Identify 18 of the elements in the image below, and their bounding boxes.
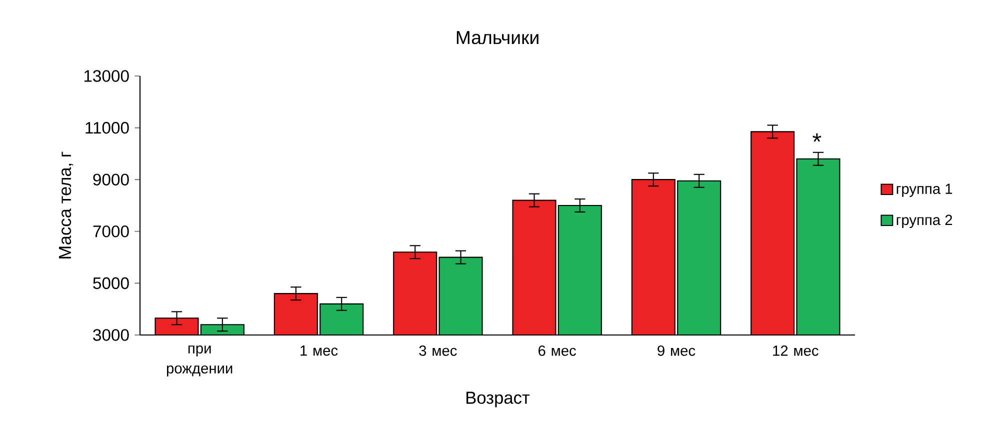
y-tick-label: 3000 bbox=[93, 329, 129, 341]
annotation: * bbox=[812, 133, 822, 142]
x-tick-label: 6 мес bbox=[538, 345, 576, 356]
y-tick-label: 13000 bbox=[84, 70, 129, 82]
x-tick-label: при рождении bbox=[166, 345, 232, 376]
x-tick-label: 9 мес bbox=[658, 345, 696, 356]
y-axis-title: Масса тела, г bbox=[58, 152, 74, 258]
legend-label: группа 2 bbox=[896, 214, 952, 228]
y-tick-label: 5000 bbox=[93, 277, 129, 290]
y-tick-label: 9000 bbox=[93, 174, 129, 186]
x-tick-label: 12 мес bbox=[773, 345, 818, 356]
y-tick-label: 11000 bbox=[86, 122, 129, 134]
x-axis-title: Возраст bbox=[466, 392, 530, 408]
y-tick-label: 7000 bbox=[93, 226, 129, 238]
x-tick-label: 3 мес bbox=[419, 345, 457, 356]
chart-title: Мальчики bbox=[456, 31, 538, 44]
x-tick-label: 1 мес bbox=[300, 345, 338, 356]
legend-label: группа 1 bbox=[896, 184, 952, 197]
